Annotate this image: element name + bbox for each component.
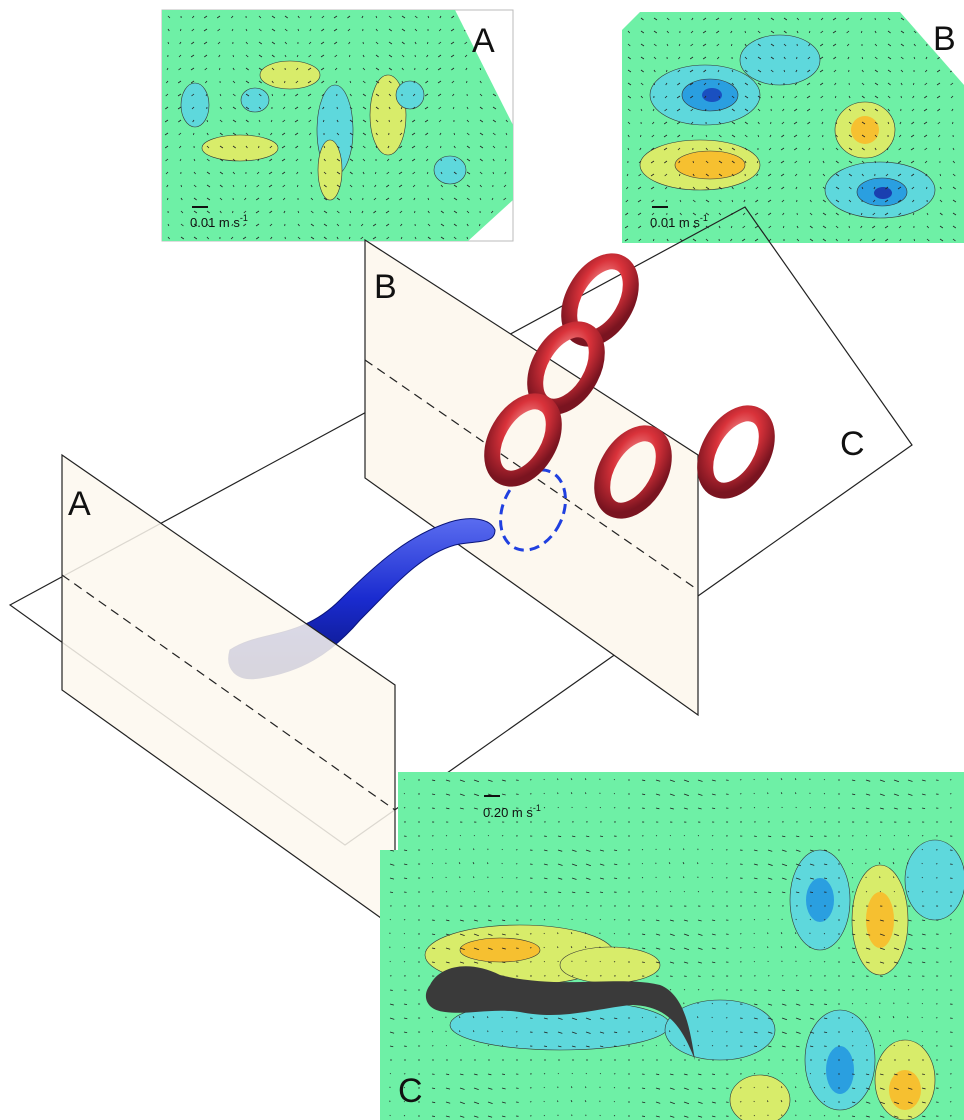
inset-a: A 0.01 m s-1 (162, 10, 513, 241)
plane-label: B (374, 268, 397, 306)
plane-a (62, 455, 395, 928)
scale-text: 0.01 m s (190, 215, 240, 230)
scale-label: 0.01 m s-1 (190, 213, 248, 230)
inset-b: B 0.01 m s-1 (622, 12, 964, 243)
scale-label: 0.20 m s-1 (483, 803, 541, 820)
scale-sup: -1 (700, 213, 708, 223)
panel-label: A (472, 22, 495, 60)
panel-label: B (933, 20, 956, 58)
scale-label: 0.01 m s-1 (650, 213, 708, 230)
figure: A 0.01 m s-1 B 0.01 m s-1 C B (0, 0, 964, 1120)
panel-label: C (398, 1072, 423, 1110)
plane-label: C (840, 425, 865, 463)
plane-label: A (68, 485, 91, 523)
inset-c: C 0.20 m s-1 (380, 772, 964, 1120)
scale-sup: -1 (240, 213, 248, 223)
scale-text: 0.20 m s (483, 805, 533, 820)
scale-sup: -1 (533, 803, 541, 813)
scale-text: 0.01 m s (650, 215, 700, 230)
